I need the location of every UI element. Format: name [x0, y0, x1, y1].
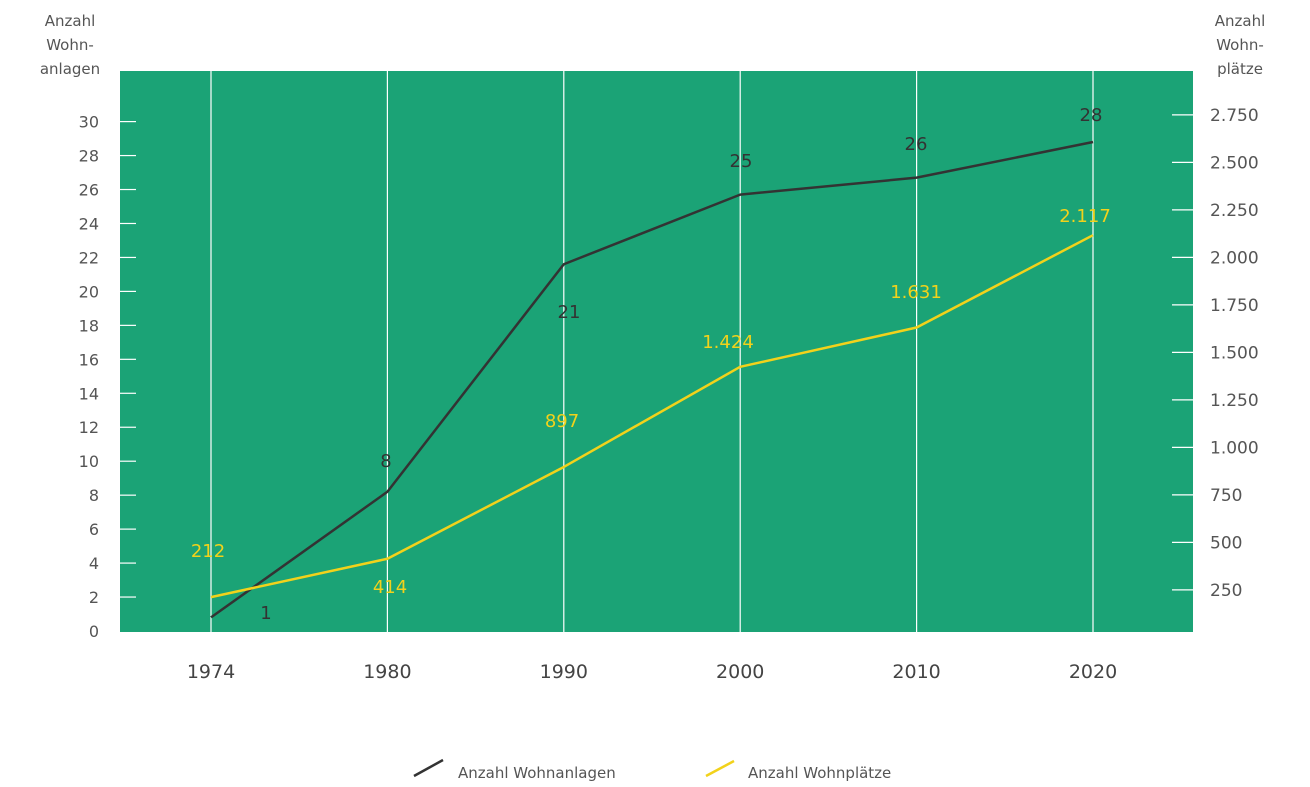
left-axis: Anzahl Wohn- anlagen 0246810121416182022… [40, 12, 136, 641]
right-axis-title-line-2: Wohn- [1216, 36, 1264, 54]
data-label-wohnanlagen-2010: 26 [905, 134, 928, 155]
left-axis-title-line-3: anlagen [40, 60, 100, 78]
x-tick-label-2020: 2020 [1069, 661, 1117, 683]
series-lines [210, 140, 1094, 619]
left-tick-label: 16 [79, 350, 99, 369]
data-label-wohnanlagen-1990: 21 [558, 302, 581, 323]
left-tick-label: 30 [79, 113, 99, 132]
right-tick-label: 2.250 [1210, 201, 1259, 221]
left-tick-label: 14 [79, 384, 99, 403]
left-tick-label: 22 [79, 248, 99, 267]
legend-swatch-wohnanlagen [413, 758, 444, 778]
left-tick-label: 18 [79, 316, 99, 335]
data-label-wohnanlagen-1974: 1 [260, 603, 271, 624]
right-tick-label: 2.500 [1210, 153, 1259, 173]
left-axis-title-line-1: Anzahl [45, 12, 96, 30]
right-axis: Anzahl Wohn- plätze 250 500 750 1.000 1.250 1… [1172, 12, 1265, 601]
data-label-wohnanlagen-1980: 8 [380, 451, 391, 472]
vertical-gridlines [210, 71, 1094, 632]
right-tick-label: 250 [1210, 581, 1242, 601]
data-label-wohnplaetze-1974: 212 [191, 541, 225, 562]
left-tick-label: 26 [79, 181, 99, 200]
plot-background [120, 71, 1193, 632]
right-tick-label: 2.750 [1210, 106, 1259, 126]
legend-swatch-wohnplaetze [705, 759, 735, 778]
data-label-wohnplaetze-2010: 1.631 [890, 282, 942, 303]
data-label-wohnplaetze-2000: 1.424 [702, 332, 754, 353]
right-axis-title-line-3: plätze [1217, 60, 1263, 78]
left-tick-label: 20 [79, 282, 99, 301]
left-tick-label: 4 [89, 554, 99, 573]
left-axis-title-line-2: Wohn- [46, 36, 94, 54]
data-label-wohnplaetze-1990: 897 [545, 411, 579, 432]
legend-label-wohnanlagen: Anzahl Wohnanlagen [458, 764, 616, 782]
left-tick-label: 10 [79, 452, 99, 471]
x-tick-label-2010: 2010 [892, 661, 940, 683]
left-tick-label: 2 [89, 588, 99, 607]
data-label-wohnanlagen-2020: 28 [1080, 105, 1103, 126]
left-tick-label: 28 [79, 147, 99, 166]
right-tick-label: 1.250 [1210, 391, 1259, 411]
left-tick-label: 6 [89, 520, 99, 539]
data-label-wohnanlagen-2000: 25 [730, 151, 753, 172]
right-tick-label: 2.000 [1210, 248, 1259, 268]
right-axis-title-line-1: Anzahl [1215, 12, 1266, 30]
series-line-wohnplaetze [210, 234, 1094, 599]
data-label-wohnplaetze-1980: 414 [373, 577, 407, 598]
right-tick-label: 1.000 [1210, 438, 1259, 458]
right-tick-label: 1.750 [1210, 296, 1259, 316]
left-tick-label: 0 [89, 622, 99, 641]
x-tick-label-1990: 1990 [540, 661, 588, 683]
legend-label-wohnplaetze: Anzahl Wohnplätze [748, 764, 891, 782]
left-tick-label: 12 [79, 418, 99, 437]
legend: Anzahl Wohnanlagen Anzahl Wohnplätze [413, 758, 891, 782]
series-line-wohnanlagen [210, 140, 1094, 619]
x-tick-label-1974: 1974 [187, 661, 235, 683]
left-tick-label: 24 [79, 214, 99, 233]
right-tick-label: 500 [1210, 533, 1242, 553]
left-tick-label: 8 [89, 486, 99, 505]
x-tick-label-2000: 2000 [716, 661, 764, 683]
x-tick-label-1980: 1980 [363, 661, 411, 683]
right-tick-label: 750 [1210, 486, 1242, 506]
right-tick-label: 1.500 [1210, 343, 1259, 363]
data-label-wohnplaetze-2020: 2.117 [1059, 206, 1111, 227]
x-axis: 1974 1980 1990 2000 2010 2020 [187, 661, 1117, 683]
data-labels: 1 8 21 25 26 28 212 414 897 1.424 1.631 2.117 [191, 105, 1111, 624]
